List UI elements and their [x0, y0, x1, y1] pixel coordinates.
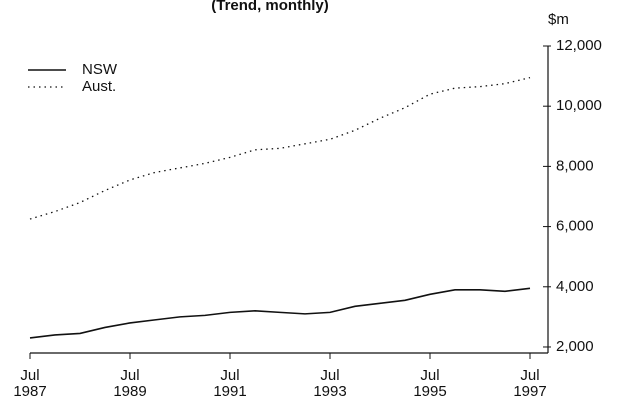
y-tick-label: 10,000 — [556, 97, 602, 114]
x-tick-label: Jul 1993 — [313, 367, 347, 400]
y-tick-label: 8,000 — [556, 157, 594, 174]
x-tick-label: Jul 1989 — [113, 367, 147, 400]
chart-title: (Trend, monthly) — [211, 0, 329, 14]
series-line — [29, 76, 531, 220]
x-tick-label: Jul 1995 — [413, 367, 447, 400]
y-unit: $m — [548, 11, 569, 28]
x-tick-label: Jul 1987 — [13, 367, 47, 400]
y-tick-label: 6,000 — [556, 218, 594, 235]
x-tick-label: Jul 1997 — [513, 367, 547, 400]
x-tick-label: Jul 1991 — [213, 367, 247, 400]
legend-label: Aust. — [82, 78, 116, 95]
series-line — [29, 287, 531, 339]
legend-label: NSW — [82, 61, 118, 78]
y-tick-label: 2,000 — [556, 338, 594, 355]
y-tick-label: 4,000 — [556, 278, 594, 295]
y-tick-label: 12,000 — [556, 37, 602, 54]
